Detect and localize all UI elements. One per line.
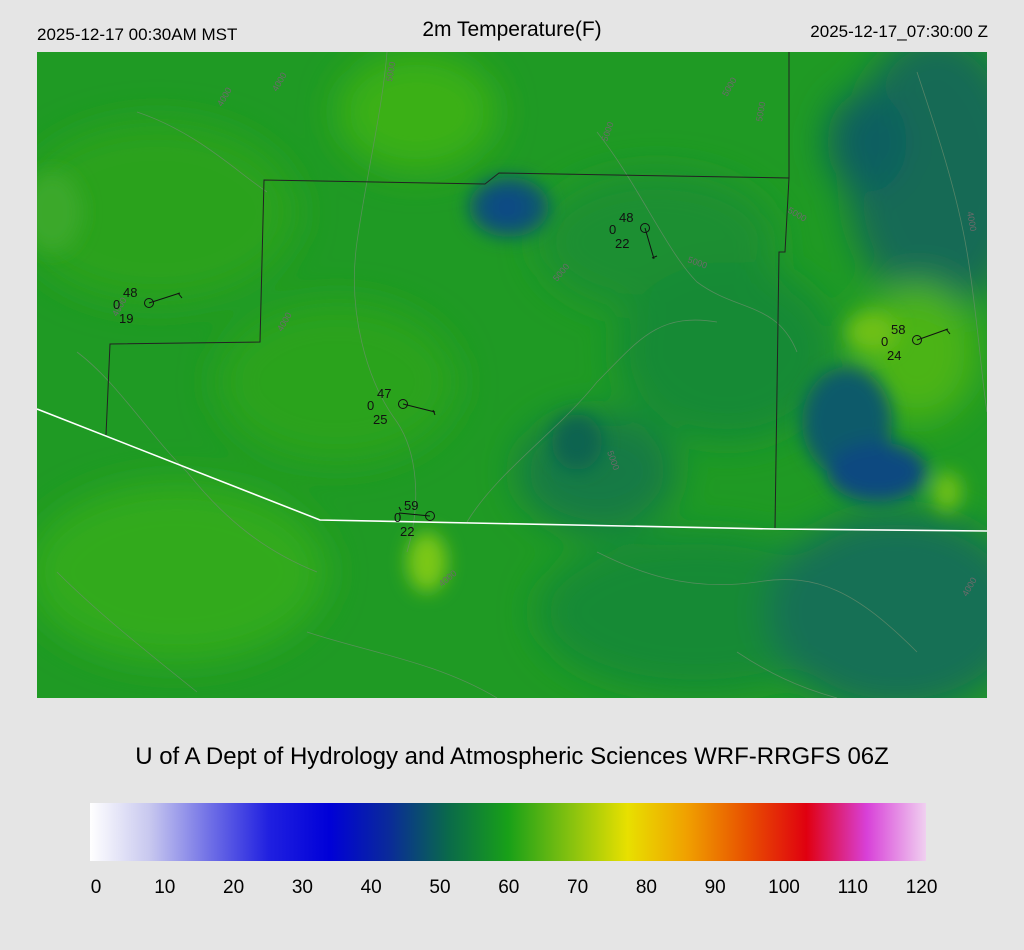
station-circle-icon [912, 335, 922, 345]
state-border [37, 408, 987, 532]
station-wind: 0 [881, 334, 888, 349]
station-dewpoint: 22 [615, 236, 629, 251]
scale-tick-label: 40 [360, 877, 382, 898]
map-title: 2m Temperature(F) [422, 18, 602, 41]
scale-tick-label: 100 [768, 877, 800, 898]
county-borders [105, 52, 790, 529]
station-circle-icon [144, 298, 154, 308]
station-dewpoint: 19 [119, 311, 133, 326]
contour-label: 5000 [384, 61, 397, 82]
scale-tick-label: 60 [498, 877, 520, 898]
contour-label: 4000 [965, 211, 978, 232]
terrain-contours [56, 52, 987, 698]
station-wind: 0 [113, 297, 120, 312]
local-time: 2025-12-17 00:30AM MST [37, 25, 238, 44]
station-wind: 0 [609, 222, 616, 237]
station-wind: 0 [394, 510, 401, 525]
wind-barb-staff [148, 292, 181, 304]
station-temperature: 48 [619, 210, 633, 225]
station-temperature: 58 [891, 322, 905, 337]
station-circle-icon [425, 511, 435, 521]
wind-barb-flag [177, 292, 183, 299]
wind-barb-flag [432, 409, 436, 416]
wind-barb-flag [651, 255, 658, 259]
scale-tick-label: 10 [154, 877, 176, 898]
wind-barb-staff [644, 227, 655, 260]
station-circle-icon [398, 399, 408, 409]
station-dewpoint: 25 [373, 412, 387, 427]
footer-title: U of A Dept of Hydrology and Atmospheric… [135, 743, 889, 770]
cold-pockets [37, 172, 962, 592]
scale-tick-label: 110 [837, 877, 868, 898]
station-temperature: 59 [404, 498, 418, 513]
contour-label: 5000 [754, 101, 767, 122]
scale-tick-label: 90 [704, 877, 726, 898]
scale-tick-label: 30 [291, 877, 313, 898]
station-temperature: 48 [123, 285, 137, 300]
station-dewpoint: 22 [400, 524, 414, 539]
station-dewpoint: 24 [887, 348, 901, 363]
scale-tick-label: 0 [90, 877, 102, 898]
wind-barb-flag [945, 328, 951, 335]
scale-tick-label: 70 [567, 877, 589, 898]
station-circle-icon [640, 223, 650, 233]
wind-barb-staff [398, 512, 431, 517]
scale-tick-label: 120 [905, 877, 938, 898]
wind-barb-staff [916, 328, 949, 341]
scale-tick-label: 50 [429, 877, 451, 898]
wind-barb-flag [398, 506, 402, 512]
utc-time: 2025-12-17_07:30:00 Z [810, 22, 988, 41]
color-scale-bar [90, 803, 926, 861]
station-wind: 0 [367, 398, 374, 413]
wind-barb-staff [402, 403, 436, 413]
scale-tick-label: 80 [635, 877, 657, 898]
scale-tick-label: 20 [223, 877, 245, 898]
station-temperature: 47 [377, 386, 391, 401]
